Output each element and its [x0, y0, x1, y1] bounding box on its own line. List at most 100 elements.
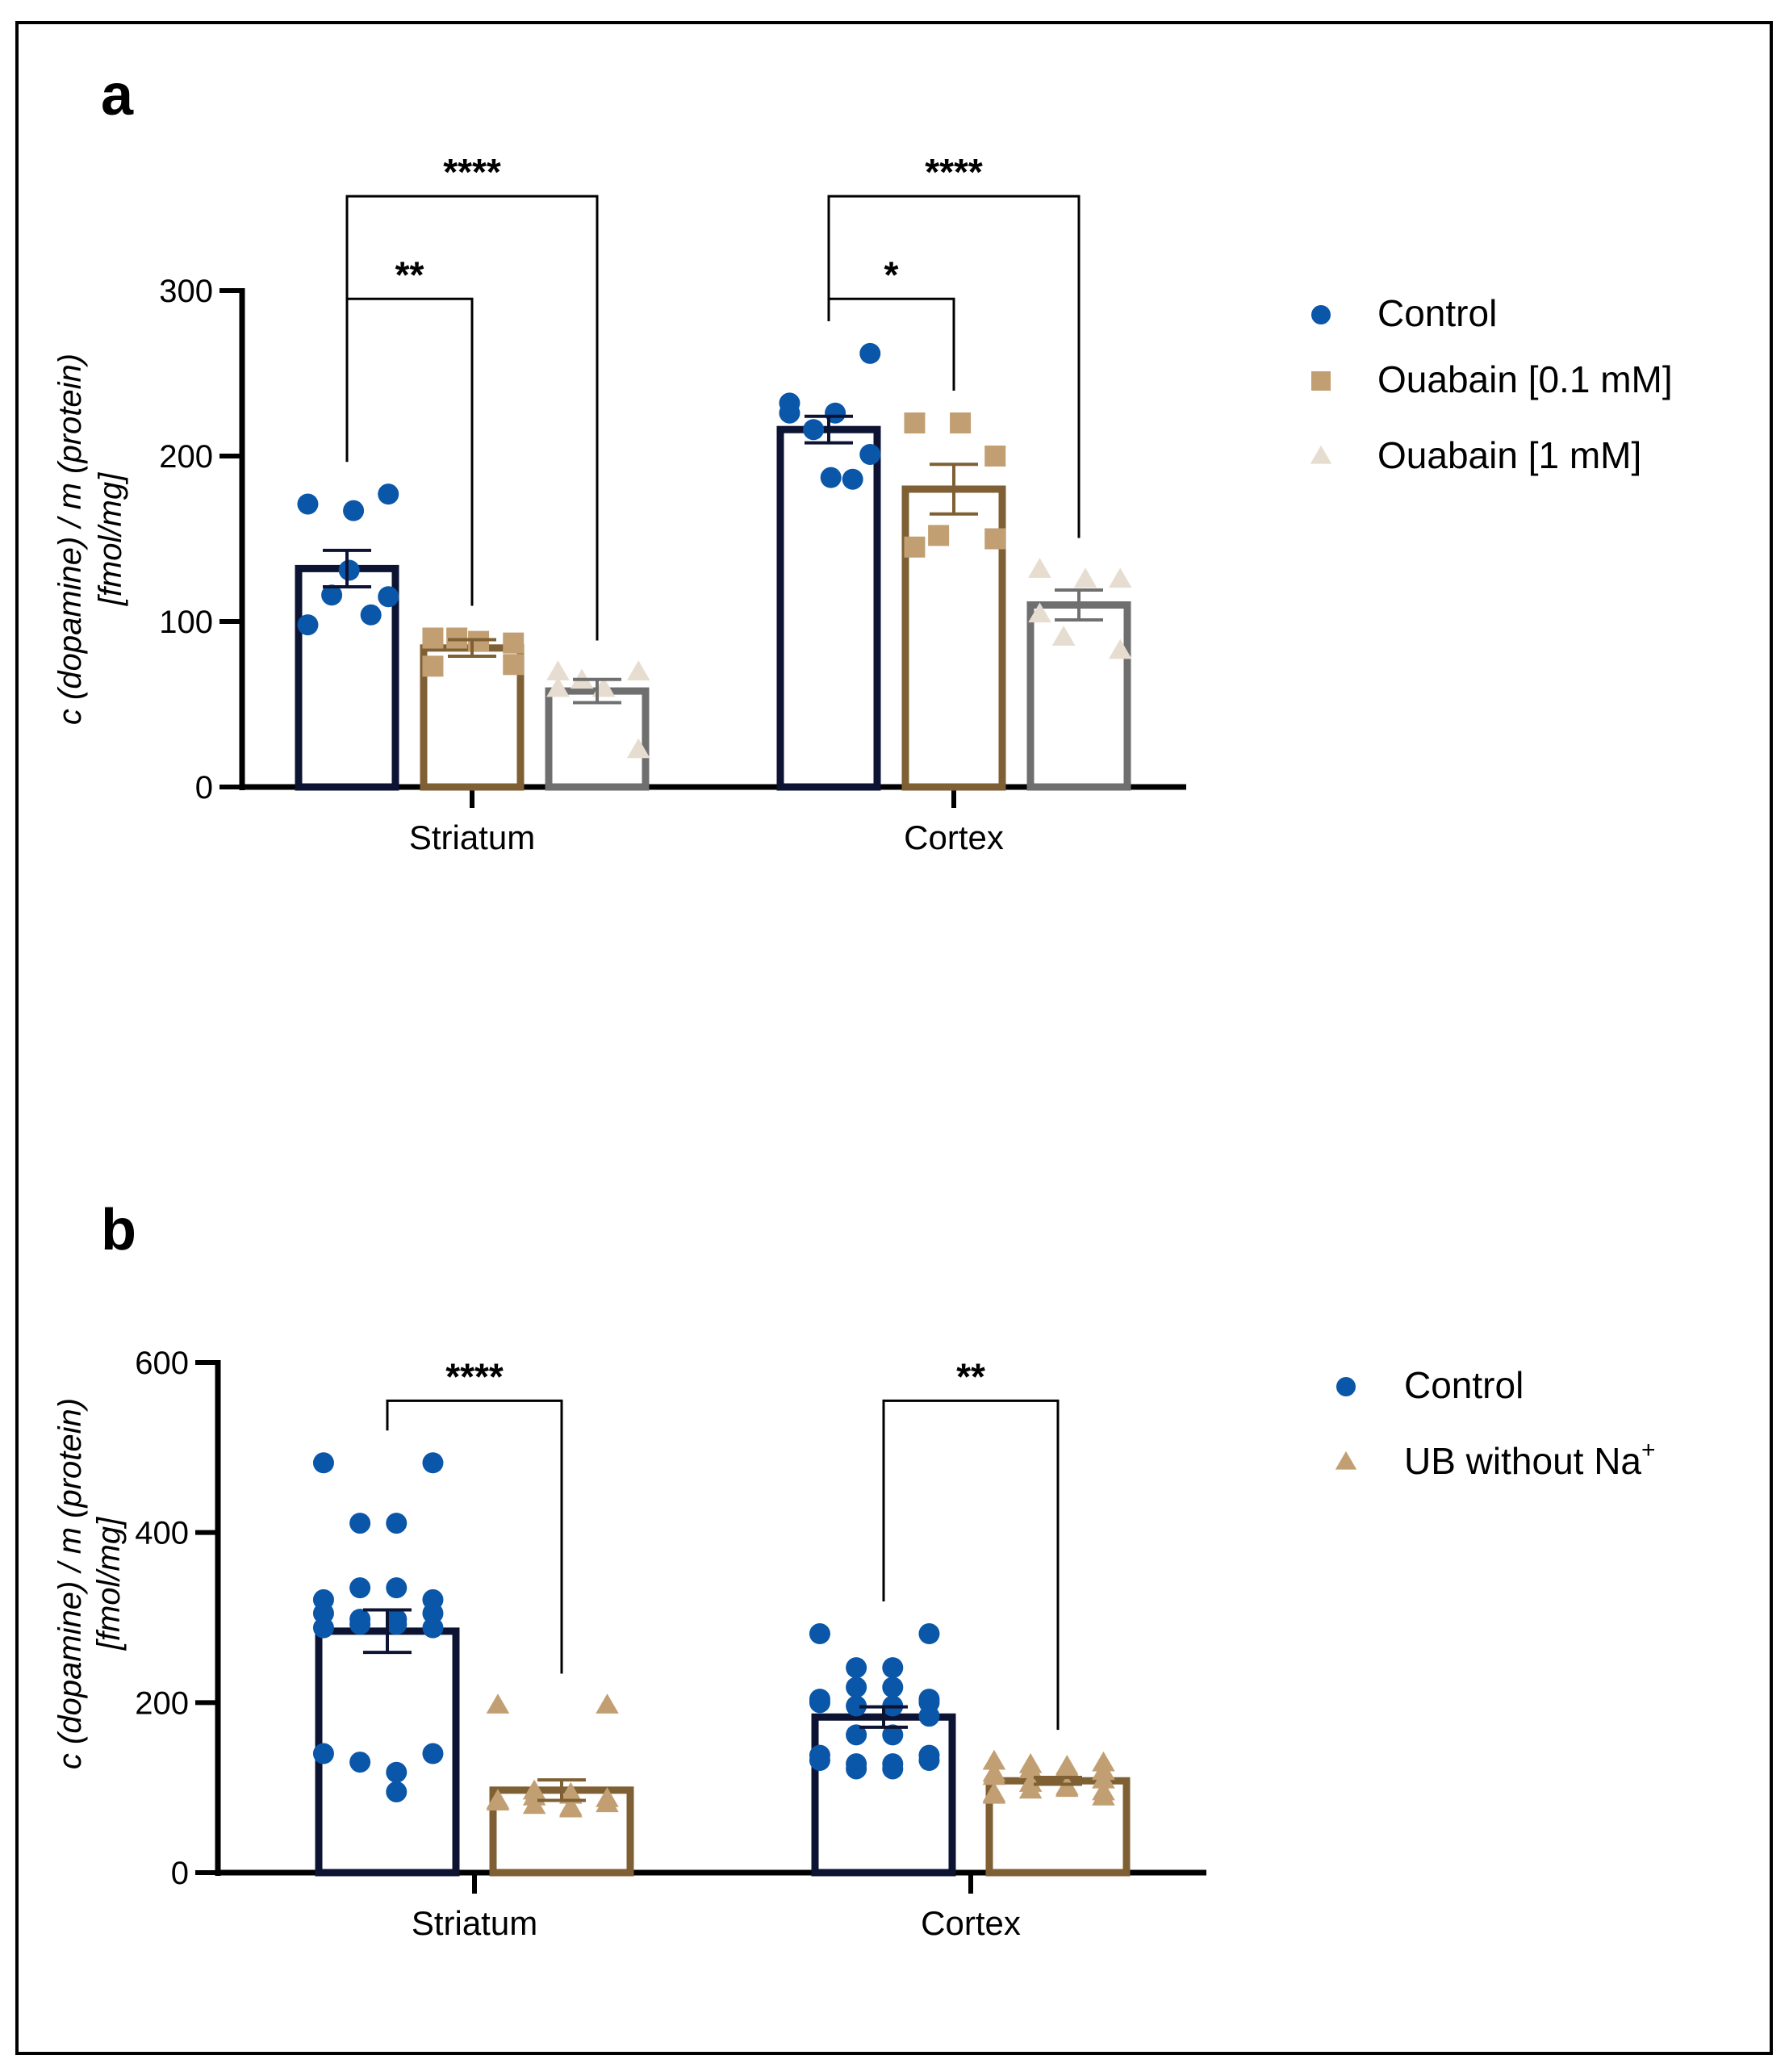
significance-label: ** — [395, 253, 424, 295]
y-axis-label: c (dopamine) / m (protein) — [52, 1398, 88, 1769]
significance-label: ** — [956, 1355, 985, 1397]
data-point — [882, 1758, 904, 1780]
data-point — [982, 1783, 1006, 1804]
significance-label: **** — [445, 1355, 504, 1397]
data-point — [596, 1792, 619, 1813]
y-tick-label: 600 — [135, 1346, 189, 1381]
y-tick-label: 0 — [195, 770, 213, 806]
data-point — [546, 660, 570, 680]
data-point — [558, 1797, 583, 1818]
data-point — [820, 467, 842, 488]
data-point — [1092, 1768, 1115, 1789]
data-point — [904, 412, 926, 433]
legend-label-text: UB without Na — [1404, 1440, 1641, 1482]
data-point — [338, 559, 360, 581]
x-tick-label: Cortex — [904, 818, 1004, 856]
data-point — [1108, 567, 1132, 588]
data-point — [846, 1724, 867, 1746]
legend-label: Ouabain [1 mM] — [1377, 434, 1641, 476]
data-point — [626, 738, 650, 759]
legend-marker — [1336, 1377, 1356, 1396]
significance-bracket — [345, 195, 599, 641]
data-point — [558, 1783, 583, 1804]
significance-bracket — [386, 1399, 563, 1674]
bar — [545, 687, 650, 791]
data-point — [626, 660, 650, 680]
data-point — [846, 1758, 867, 1780]
data-point — [842, 468, 863, 490]
legend-marker — [1335, 1450, 1357, 1470]
legend-marker — [1310, 445, 1332, 464]
data-point — [321, 584, 343, 606]
y-tick-label: 300 — [159, 274, 213, 309]
significance-label: **** — [443, 151, 501, 193]
data-point — [312, 1602, 334, 1624]
data-point — [1018, 1758, 1043, 1778]
data-point — [1092, 1785, 1115, 1806]
data-point — [312, 1452, 334, 1474]
data-point — [422, 627, 444, 649]
data-point — [378, 586, 399, 608]
data-point — [503, 654, 525, 676]
data-point — [950, 412, 972, 433]
y-axis-label-unit: [fmol/mg] — [93, 472, 128, 606]
data-point — [984, 528, 1006, 550]
legend-marker — [1311, 305, 1331, 324]
data-point — [596, 1693, 619, 1714]
data-point — [312, 1743, 334, 1764]
data-point — [297, 493, 319, 515]
panel-a-chart: 0 100 200 300 c (dopamine) / m (protein) [fmo… — [52, 151, 1673, 856]
data-point — [486, 1790, 510, 1811]
y-tick-label: 0 — [171, 1856, 189, 1891]
data-point — [859, 342, 881, 364]
data-point — [386, 1614, 408, 1635]
bar — [811, 1713, 956, 1877]
data-point — [882, 1657, 904, 1679]
data-point — [779, 402, 800, 424]
legend-label: Control — [1377, 292, 1497, 334]
panel-label-b: b — [101, 1198, 136, 1262]
data-point — [378, 483, 399, 505]
data-point — [846, 1695, 867, 1717]
panel-label-a: a — [101, 63, 134, 128]
data-point — [859, 443, 881, 465]
data-point — [349, 1614, 371, 1635]
data-point — [386, 1513, 408, 1534]
data-point — [982, 1749, 1006, 1770]
data-point — [1055, 1777, 1079, 1798]
x-tick-label: Striatum — [412, 1904, 537, 1942]
data-point — [846, 1676, 867, 1698]
data-point — [422, 1617, 444, 1639]
data-point — [522, 1794, 546, 1815]
data-point — [422, 1743, 444, 1764]
data-point — [1055, 1756, 1079, 1777]
data-point — [1073, 567, 1097, 588]
data-point — [349, 1752, 371, 1773]
y-tick-label: 100 — [159, 605, 213, 640]
data-point — [928, 525, 950, 546]
x-tick-label: Striatum — [409, 818, 535, 856]
significance-label: **** — [925, 151, 983, 193]
data-point — [904, 536, 926, 558]
legend-label-superscript: + — [1641, 1437, 1656, 1463]
significance-bracket — [827, 195, 1081, 538]
data-point — [984, 446, 1006, 467]
legend-label: Control — [1404, 1364, 1524, 1406]
y-axis-label: c (dopamine) / m (protein) — [52, 354, 88, 725]
y-axis-label-unit: [fmol/mg] — [91, 1517, 127, 1651]
significance-bracket — [882, 1399, 1060, 1731]
significance-label: * — [884, 253, 899, 295]
data-point — [918, 1623, 940, 1645]
data-point — [349, 1513, 371, 1534]
y-tick-label: 200 — [135, 1685, 189, 1721]
data-point — [297, 614, 319, 636]
y-tick-label: 400 — [135, 1516, 189, 1551]
data-point — [349, 1577, 371, 1599]
data-point — [422, 1452, 444, 1474]
data-point — [446, 627, 468, 649]
data-point — [422, 1602, 444, 1624]
y-tick-label: 200 — [159, 439, 213, 475]
data-point — [882, 1676, 904, 1698]
panel-b-chart: 0 200 400 600 c (dopamine) / m (protein) [fmo… — [52, 1346, 1656, 1942]
